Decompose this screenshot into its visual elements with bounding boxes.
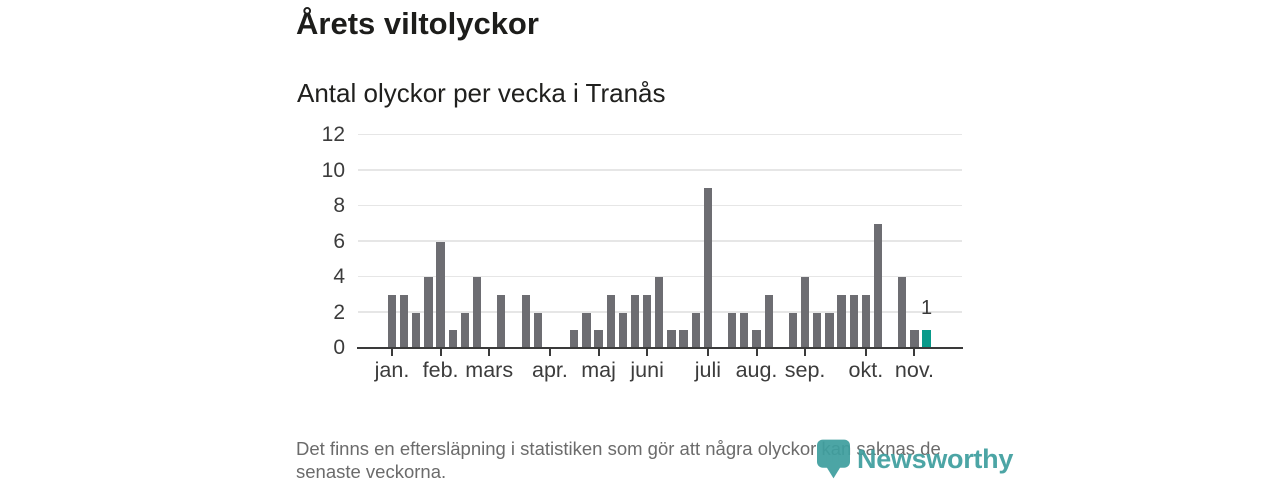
bar-week (472, 277, 482, 348)
bar-week (740, 312, 749, 348)
bar-week (436, 241, 445, 348)
bar-week (728, 312, 737, 348)
newsworthy-logo: Newsworthy (817, 438, 1013, 480)
footer-note: Det finns en eftersläpning i statistiken… (296, 437, 941, 480)
bar-week (764, 294, 773, 348)
gridline-y-6 (358, 240, 962, 242)
footer-note-line1: Det finns en eftersläpning i statistiken… (296, 438, 941, 459)
bar-week (703, 188, 713, 348)
x-tick-juli (706, 349, 709, 356)
x-tick-jan (391, 349, 393, 356)
x-tick-feb (439, 349, 442, 356)
bar-week (825, 312, 834, 348)
x-tick-maj (597, 349, 600, 356)
chart-title: Årets viltolyckor (296, 6, 539, 41)
x-tick-sep (804, 349, 807, 356)
bar-week (837, 294, 846, 348)
footer-note-line2: senaste veckorna. (296, 461, 447, 480)
bar-week (606, 294, 615, 348)
bar-week (582, 312, 591, 348)
bar-week (400, 294, 409, 348)
bar-week (497, 294, 506, 348)
y-tick-label-6: 6 (333, 229, 345, 253)
bar-week (521, 294, 530, 348)
bar-week (412, 312, 421, 348)
bar-current-week (922, 330, 931, 348)
bar-week (849, 294, 858, 348)
bar-week (861, 294, 870, 348)
bar-week (679, 330, 688, 348)
newsworthy-pin-barchart-icon (817, 439, 850, 478)
y-tick-label-0: 0 (333, 336, 345, 359)
bar-week (691, 312, 700, 348)
x-month-label-juli: juli (694, 358, 722, 382)
y-tick-label-8: 8 (333, 194, 345, 217)
bar-week (618, 312, 627, 348)
gridline-y-8 (358, 204, 962, 206)
bar-week (910, 330, 919, 348)
newsworthy-wordmark: Newsworthy (857, 443, 1014, 474)
x-tick-okt (864, 349, 867, 356)
x-month-label-nov: nov. (894, 358, 934, 382)
x-month-label-sep: sep. (784, 358, 826, 382)
x-tick-juni (646, 349, 649, 356)
bar-week (387, 294, 397, 348)
x-tick-nov (913, 349, 916, 356)
x-tick-aug (755, 349, 758, 356)
bar-week (873, 223, 883, 348)
bar-week (655, 277, 664, 348)
x-tick-mars (488, 349, 491, 356)
x-month-label-mars: mars (465, 358, 514, 382)
bar-week (533, 312, 542, 348)
chart-subtitle: Antal olyckor per vecka i Tranås (297, 78, 666, 108)
gridline-y-10 (358, 169, 962, 171)
bar-week (752, 330, 761, 348)
bar-week (898, 277, 907, 348)
bar-week (643, 294, 652, 348)
x-month-label-apr: apr. (532, 358, 568, 382)
bar-week (594, 330, 603, 348)
x-month-label-maj: maj (581, 358, 616, 382)
bar-week (448, 330, 457, 348)
y-tick-label-2: 2 (333, 300, 345, 324)
bar-week (813, 312, 822, 348)
highlight-value-label: 1 (921, 297, 933, 320)
plot-area: 1 (357, 130, 963, 349)
x-month-label-okt: okt. (848, 358, 884, 382)
x-month-label-feb: feb. (422, 358, 459, 382)
bar-week (630, 294, 640, 348)
x-axis-line (357, 346, 963, 349)
x-tick-apr (548, 349, 551, 356)
bar-week (788, 312, 798, 348)
bar-week (460, 312, 470, 348)
y-tick-label-4: 4 (333, 265, 345, 288)
x-month-label-juni: juni (630, 358, 664, 382)
y-tick-label-12: 12 (321, 123, 345, 146)
bar-week (667, 330, 676, 348)
x-month-label-aug: aug. (735, 358, 778, 382)
gridline-y-4 (358, 275, 962, 277)
bar-week (800, 277, 810, 348)
y-tick-label-10: 10 (321, 158, 345, 182)
gridline-y-12 (358, 133, 962, 135)
x-month-label-jan: jan. (374, 358, 410, 382)
bar-week (570, 330, 579, 348)
bar-week (424, 277, 433, 348)
